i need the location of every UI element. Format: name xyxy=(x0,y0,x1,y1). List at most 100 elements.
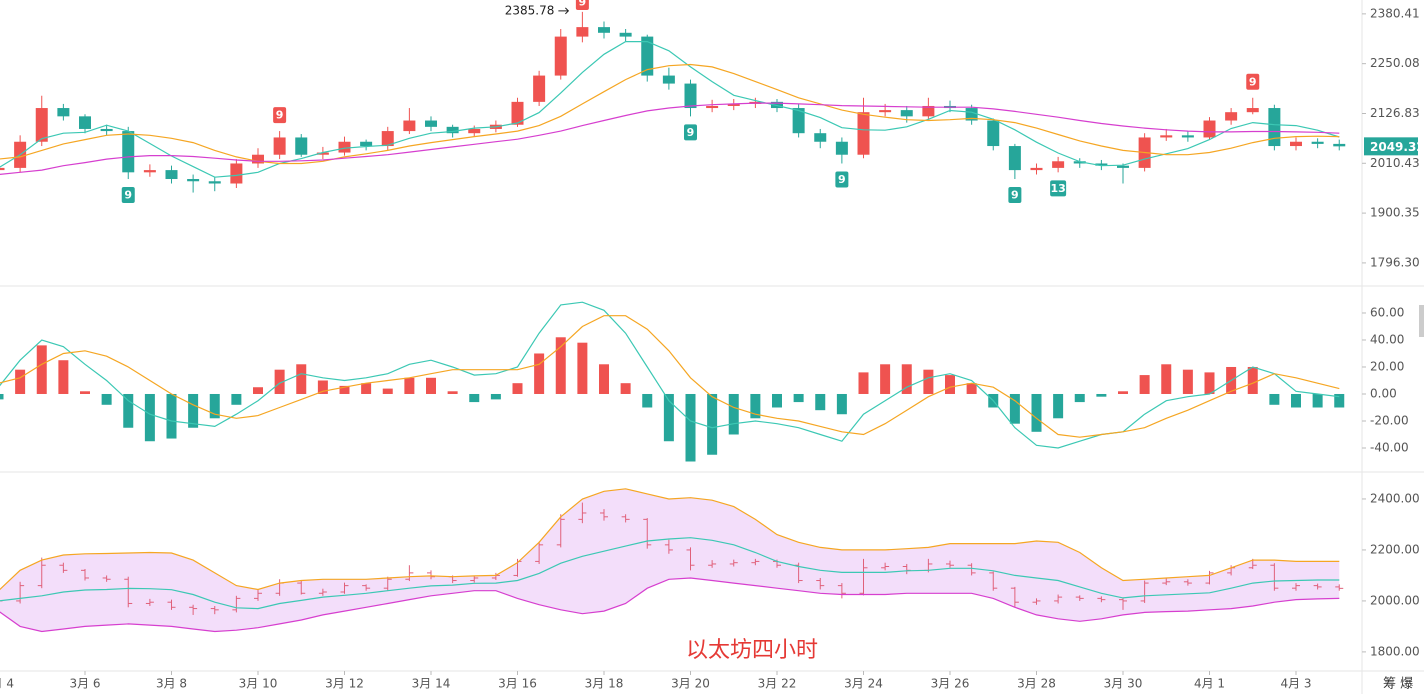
candle-body xyxy=(857,112,870,155)
macd-bar xyxy=(101,393,112,405)
td-badge-label: 9 xyxy=(687,126,695,139)
candle-body xyxy=(792,108,805,134)
x-tick-label: 3月 22 xyxy=(758,677,797,691)
macd-bar xyxy=(361,383,372,394)
candle-body xyxy=(900,110,913,117)
candle-body xyxy=(1268,108,1281,147)
x-tick-label: 3月 24 xyxy=(844,677,883,691)
y-tick-label: 40.00 xyxy=(1370,332,1404,346)
y-tick-label: 1800.00 xyxy=(1370,644,1420,658)
macd-bar xyxy=(793,393,804,403)
peak-label: 2385.78 xyxy=(505,3,555,17)
macd-bar xyxy=(685,393,696,462)
candle-body xyxy=(1225,112,1238,121)
macd-bar xyxy=(1247,366,1258,394)
macd-bar xyxy=(80,391,90,394)
td-badge-label: 9 xyxy=(1011,189,1019,202)
last-price-label: 2049.32 xyxy=(1370,140,1424,154)
y-tick-label: 1900.35 xyxy=(1370,206,1420,220)
td-badge xyxy=(1008,187,1022,204)
candle-body xyxy=(230,163,243,184)
macd-bar xyxy=(15,369,26,394)
x-tick-label: 3月 4 xyxy=(0,677,14,691)
macd-bar xyxy=(490,393,501,400)
candle-body xyxy=(533,75,546,102)
candle-body xyxy=(1160,135,1173,138)
macd-bar xyxy=(1204,372,1215,394)
macd-bar xyxy=(707,393,718,455)
candle-body xyxy=(662,75,675,84)
candle-body xyxy=(295,137,308,155)
td-badge xyxy=(575,0,589,10)
candle-body xyxy=(1052,161,1065,168)
y-tick-label: 2010.43 xyxy=(1370,156,1420,170)
candle-body xyxy=(122,131,135,173)
y-tick-label: 0.00 xyxy=(1370,386,1397,400)
y-tick-label: 20.00 xyxy=(1370,359,1404,373)
candle-body xyxy=(1117,165,1129,168)
candle-body xyxy=(641,36,654,76)
candle-body xyxy=(403,120,416,132)
candle-body xyxy=(835,141,848,155)
candle-body xyxy=(0,167,5,171)
x-tick-label: 3月 10 xyxy=(239,677,278,691)
ma-line xyxy=(0,41,1340,178)
candle-body xyxy=(987,120,1000,147)
candle-body xyxy=(187,179,200,182)
td-badge xyxy=(684,124,697,141)
candle-body xyxy=(381,131,394,147)
macd-bar xyxy=(274,369,285,394)
x-tick-label: 4月 3 xyxy=(1280,677,1311,691)
macd-bar xyxy=(901,364,912,394)
candle-body xyxy=(1095,163,1108,166)
macd-bar xyxy=(599,364,609,394)
candle-body xyxy=(1008,146,1021,171)
x-tick-label: 3月 16 xyxy=(498,677,537,691)
candle-body xyxy=(1333,143,1346,147)
corner-text: 筹 爆 xyxy=(1383,676,1413,692)
macd-bar xyxy=(36,345,47,394)
candle-body xyxy=(1203,120,1216,138)
macd-bar xyxy=(317,380,328,394)
x-tick-label: 3月 18 xyxy=(585,677,624,691)
band-mid xyxy=(0,537,1340,610)
candle-body xyxy=(446,126,459,134)
macd-bar xyxy=(296,364,307,394)
macd-bar xyxy=(58,360,69,394)
candle-body xyxy=(208,181,221,184)
macd-bar xyxy=(166,393,177,439)
scroll-handle[interactable] xyxy=(1419,305,1424,337)
macd-bar xyxy=(339,385,350,394)
candle-body xyxy=(1311,141,1324,144)
candle-body xyxy=(165,170,178,180)
macd-bar xyxy=(945,375,955,394)
macd-bar xyxy=(1334,393,1345,408)
candle-body xyxy=(252,154,264,164)
y-tick-label: 60.00 xyxy=(1370,305,1404,319)
macd-bar xyxy=(231,393,242,405)
candle-body xyxy=(1246,108,1259,113)
macd-bar xyxy=(1031,393,1042,432)
macd-bar xyxy=(123,393,134,428)
macd-bar xyxy=(382,388,393,394)
x-tick-label: 3月 28 xyxy=(1017,677,1056,691)
candle-body xyxy=(1181,135,1194,138)
candle-body xyxy=(814,133,827,142)
candle-body xyxy=(468,128,481,134)
candle-body xyxy=(143,170,156,173)
macd-bar xyxy=(815,393,826,411)
candle-body xyxy=(922,105,935,117)
candle-body xyxy=(684,83,697,109)
candle-body xyxy=(338,141,351,153)
macd-bar xyxy=(663,393,674,442)
candle-body xyxy=(273,137,286,155)
macd-bar xyxy=(858,372,869,394)
y-tick-label: 2400.00 xyxy=(1370,491,1420,505)
candle-body xyxy=(57,108,70,117)
macd-bar xyxy=(577,342,588,394)
y-tick-label: -40.00 xyxy=(1370,440,1409,454)
macd-bar xyxy=(728,393,739,435)
td-badge xyxy=(1246,73,1260,90)
y-tick-label: -20.00 xyxy=(1370,413,1409,427)
